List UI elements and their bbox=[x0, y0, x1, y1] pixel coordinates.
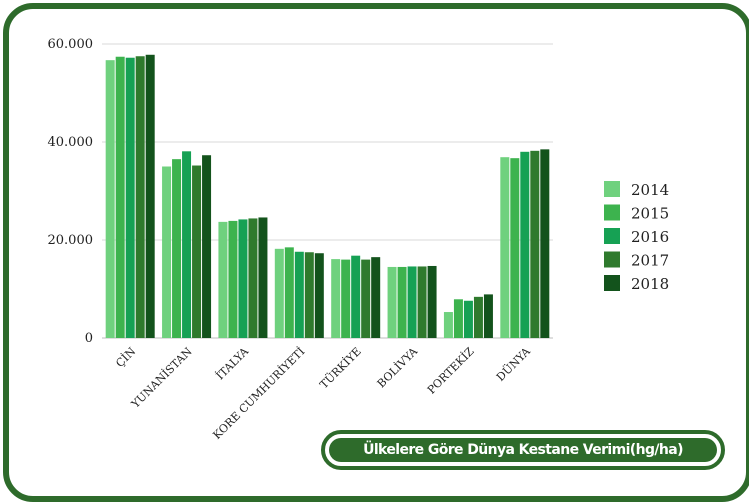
legend-swatch bbox=[604, 204, 620, 221]
bar bbox=[145, 54, 155, 338]
chart-title-band: Ülkelere Göre Dünya Kestane Verimi(hg/ha… bbox=[329, 438, 717, 462]
bar bbox=[192, 165, 202, 338]
legend-swatch bbox=[604, 275, 620, 291]
bar bbox=[105, 60, 115, 339]
bar bbox=[500, 157, 510, 338]
bar bbox=[530, 150, 540, 338]
bar bbox=[387, 266, 397, 338]
x-tick-label: PORTEKİZ bbox=[424, 344, 477, 397]
legend-label: 2016 bbox=[631, 228, 669, 246]
bar bbox=[371, 257, 381, 338]
bar bbox=[397, 266, 407, 338]
legend-swatch bbox=[604, 181, 620, 197]
chart-title: Ülkelere Göre Dünya Kestane Verimi(hg/ha… bbox=[363, 442, 683, 458]
bar bbox=[341, 259, 351, 338]
bar bbox=[115, 56, 125, 339]
bar bbox=[407, 266, 417, 338]
bar bbox=[218, 221, 228, 338]
bar bbox=[228, 220, 238, 338]
bar bbox=[361, 259, 371, 338]
x-tick-label: TÜRKİYE bbox=[317, 344, 364, 391]
bar bbox=[202, 155, 212, 338]
legend-swatch bbox=[604, 251, 620, 268]
bar bbox=[520, 151, 530, 338]
x-tick-label: İTALYA bbox=[213, 343, 252, 382]
bar bbox=[238, 219, 248, 338]
bar bbox=[294, 251, 304, 338]
y-tick-label: 60.000 bbox=[48, 37, 94, 52]
y-tick-label: 40.000 bbox=[48, 135, 94, 150]
bar bbox=[427, 265, 437, 338]
bar bbox=[258, 217, 268, 338]
bar bbox=[162, 166, 172, 338]
y-tick-label: 0 bbox=[85, 331, 93, 346]
bar bbox=[125, 57, 135, 338]
bar bbox=[483, 294, 493, 338]
bar bbox=[182, 151, 192, 338]
bar bbox=[314, 253, 324, 338]
chart-title-badge: Ülkelere Göre Dünya Kestane Verimi(hg/ha… bbox=[321, 430, 725, 470]
legend-label: 2017 bbox=[631, 252, 669, 270]
bar bbox=[331, 259, 341, 338]
x-tick-label: ÇİN bbox=[113, 344, 139, 370]
bar bbox=[284, 247, 294, 338]
bar bbox=[172, 159, 182, 338]
bar bbox=[473, 296, 483, 338]
y-tick-label: 20.000 bbox=[48, 233, 94, 248]
legend-swatch bbox=[604, 228, 620, 244]
bar bbox=[443, 312, 453, 338]
bar bbox=[453, 299, 463, 338]
x-tick-label: BOLİVYA bbox=[374, 343, 421, 390]
legend-label: 2018 bbox=[631, 275, 669, 293]
bar bbox=[351, 255, 361, 338]
bar bbox=[510, 158, 520, 338]
bar bbox=[463, 300, 473, 338]
bar bbox=[304, 252, 314, 338]
bar bbox=[135, 56, 145, 338]
bar bbox=[274, 248, 284, 338]
bar bbox=[248, 218, 258, 338]
bar bbox=[417, 266, 427, 338]
bar bbox=[540, 149, 550, 338]
x-tick-label: KORE CUMHURİYETİ bbox=[210, 344, 308, 442]
x-tick-label: DÜNYA bbox=[493, 343, 533, 383]
legend-label: 2015 bbox=[631, 205, 669, 223]
legend-label: 2014 bbox=[631, 181, 669, 199]
